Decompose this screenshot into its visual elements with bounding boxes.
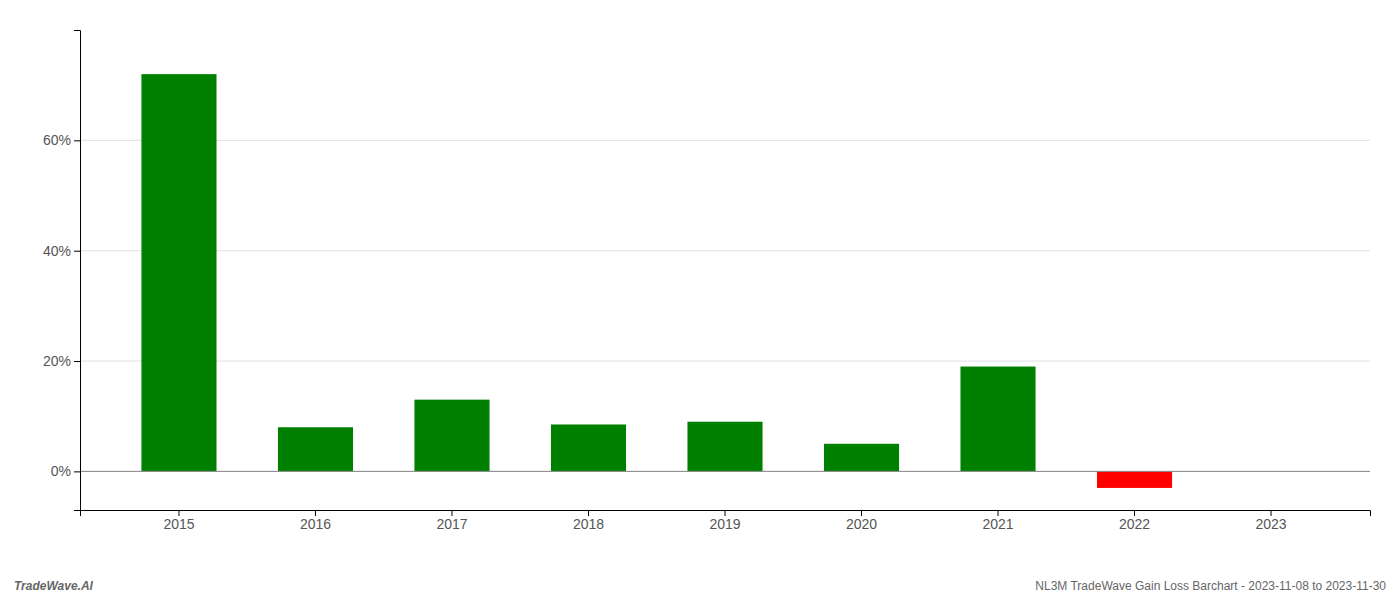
y-tick-label: 40%	[43, 243, 71, 259]
y-tick-label: 0%	[51, 463, 71, 479]
x-axis: 2015 2016 2017 2018 2019 2020 2021 2022 2023	[81, 510, 1371, 532]
bars	[141, 74, 1172, 488]
y-tick: 20%	[43, 353, 80, 369]
bar	[960, 367, 1035, 472]
x-tick: 2022	[1119, 510, 1150, 532]
x-tick-label: 2021	[982, 516, 1013, 532]
footer-left: TradeWave.AI	[14, 579, 94, 593]
y-tick: 40%	[43, 243, 80, 259]
bar	[687, 422, 762, 472]
grid	[80, 140, 1370, 471]
x-tick-label: 2015	[163, 516, 194, 532]
x-tick-label: 2016	[300, 516, 331, 532]
x-tick-label: 2020	[846, 516, 877, 532]
zero-line	[80, 471, 1370, 472]
bar	[824, 444, 899, 472]
y-tick-label: 60%	[43, 132, 71, 148]
x-tick: 2021	[982, 510, 1013, 532]
y-tick-mark	[74, 471, 80, 472]
x-tick: 2020	[846, 510, 877, 532]
chart: 2015 2016 2017 2018 2019 2020 2021 2022 2023 0% 20…	[0, 0, 1400, 600]
x-tick-label: 2023	[1255, 516, 1286, 532]
x-tick: 2017	[436, 510, 467, 532]
grid-line	[80, 250, 1370, 251]
footer-right: NL3M TradeWave Gain Loss Barchart - 2023…	[1035, 579, 1386, 593]
y-tick: 60%	[43, 132, 80, 148]
x-tick: 2018	[573, 510, 604, 532]
y-tick: 0%	[51, 463, 80, 479]
x-tick: 2019	[709, 510, 740, 532]
x-tick: 2023	[1255, 510, 1286, 532]
bar	[1097, 471, 1172, 488]
bar	[551, 424, 626, 471]
plot: 2015 2016 2017 2018 2019 2020 2021 2022 2023 0% 20…	[43, 31, 1371, 532]
x-tick: 2016	[300, 510, 331, 532]
bar	[141, 74, 216, 471]
x-tick: 2015	[163, 510, 194, 532]
x-tick-label: 2018	[573, 516, 604, 532]
bar	[414, 400, 489, 472]
grid-line	[80, 471, 1370, 472]
y-tick-mark	[74, 361, 80, 362]
bar	[278, 427, 353, 471]
y-tick-mark	[74, 140, 80, 141]
grid-line	[80, 361, 1370, 362]
y-axis-line	[74, 31, 81, 511]
x-tick-label: 2019	[709, 516, 740, 532]
x-tick-label: 2022	[1119, 516, 1150, 532]
y-tick-mark	[74, 251, 80, 252]
grid-line	[80, 140, 1370, 141]
y-axis: 0% 20% 40% 60%	[43, 31, 81, 511]
x-tick-label: 2017	[436, 516, 467, 532]
y-tick-label: 20%	[43, 353, 71, 369]
